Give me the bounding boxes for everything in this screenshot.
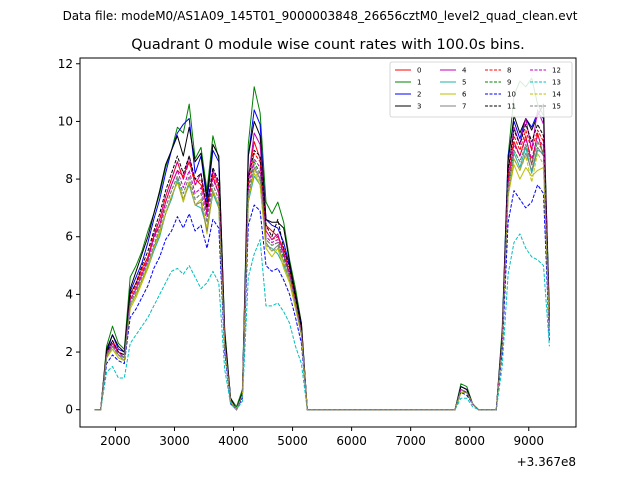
y-tick-label: 8 [65,172,73,186]
x-tick-label: 8000 [454,434,485,448]
y-tick-label: 4 [65,287,73,301]
y-tick-label: 12 [58,57,73,71]
y-tick-label: 10 [58,114,73,128]
plot-frame [79,57,577,428]
chart-suptitle: Data file: modeM0/AS1A09_145T01_90000038… [63,9,578,23]
x-tick-label: 3000 [159,434,190,448]
legend-label: 1 [417,79,421,87]
legend-label: 2 [417,91,421,99]
legend-label: 6 [462,91,467,99]
x-tick-label: 5000 [277,434,308,448]
x-tick-label: 6000 [336,434,367,448]
legend-label: 7 [462,103,466,111]
chart-title: Quadrant 0 module wise count rates with … [131,37,525,53]
legend-box [389,61,573,118]
series-line-15 [94,141,550,411]
y-tick-label: 0 [65,403,73,417]
legend-label: 10 [507,91,516,99]
legend-label: 0 [417,67,421,75]
legend-label: 11 [507,103,516,111]
legend-label: 12 [552,67,561,75]
legend-label: 4 [462,67,467,75]
plot-lines [94,77,550,411]
series-line-14 [94,152,550,411]
legend-label: 3 [417,103,421,111]
legend-label: 8 [507,67,511,75]
x-tick-label: 9000 [513,434,544,448]
y-tick-label: 6 [65,230,73,244]
x-offset-label: +3.367e8 [517,455,576,469]
x-tick-label: 7000 [395,434,426,448]
y-tick-label: 2 [65,345,73,359]
axis-ticks: 2000 3000 4000 5000 6000 7000 8000 900002468101… [58,57,544,448]
x-tick-label: 2000 [100,434,131,448]
legend-label: 15 [552,103,561,111]
legend-label: 5 [462,79,466,87]
series-line-13 [94,233,550,411]
legend-label: 13 [552,79,561,87]
legend-label: 9 [507,79,511,87]
legend-label: 14 [552,91,561,99]
x-tick-label: 4000 [218,434,249,448]
